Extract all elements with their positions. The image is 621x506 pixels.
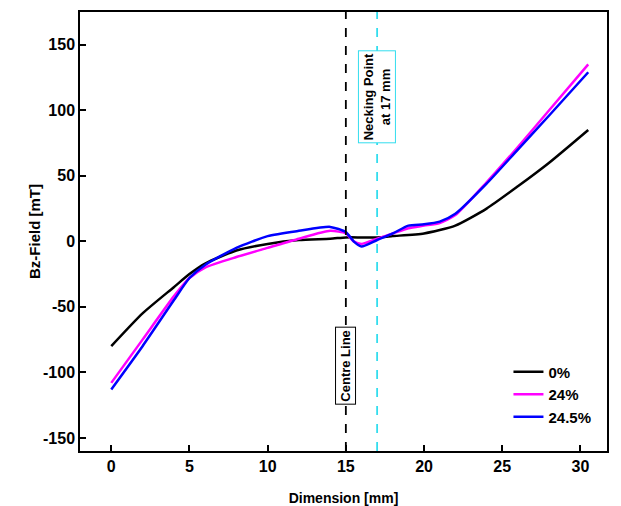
svg-text:0: 0 [66,233,75,250]
svg-text:0: 0 [107,458,116,475]
svg-text:-150: -150 [43,430,75,447]
svg-text:24.5%: 24.5% [548,409,591,426]
svg-text:30: 30 [572,458,590,475]
svg-text:5: 5 [185,458,194,475]
svg-text:-50: -50 [52,298,75,315]
svg-text:Necking Pointat 17 mm: Necking Pointat 17 mm [361,53,393,140]
svg-text:50: 50 [57,167,75,184]
svg-text:-100: -100 [43,364,75,381]
svg-text:25: 25 [493,458,511,475]
svg-text:24%: 24% [548,386,578,403]
svg-text:20: 20 [415,458,433,475]
svg-text:0%: 0% [548,364,570,381]
svg-text:Bz-Field [mT]: Bz-Field [mT] [26,184,43,279]
svg-text:10: 10 [259,458,277,475]
svg-text:Dimension [mm]: Dimension [mm] [289,490,399,506]
svg-text:Centre Line: Centre Line [338,330,353,402]
svg-text:100: 100 [48,102,75,119]
svg-text:15: 15 [337,458,355,475]
svg-text:150: 150 [48,36,75,53]
